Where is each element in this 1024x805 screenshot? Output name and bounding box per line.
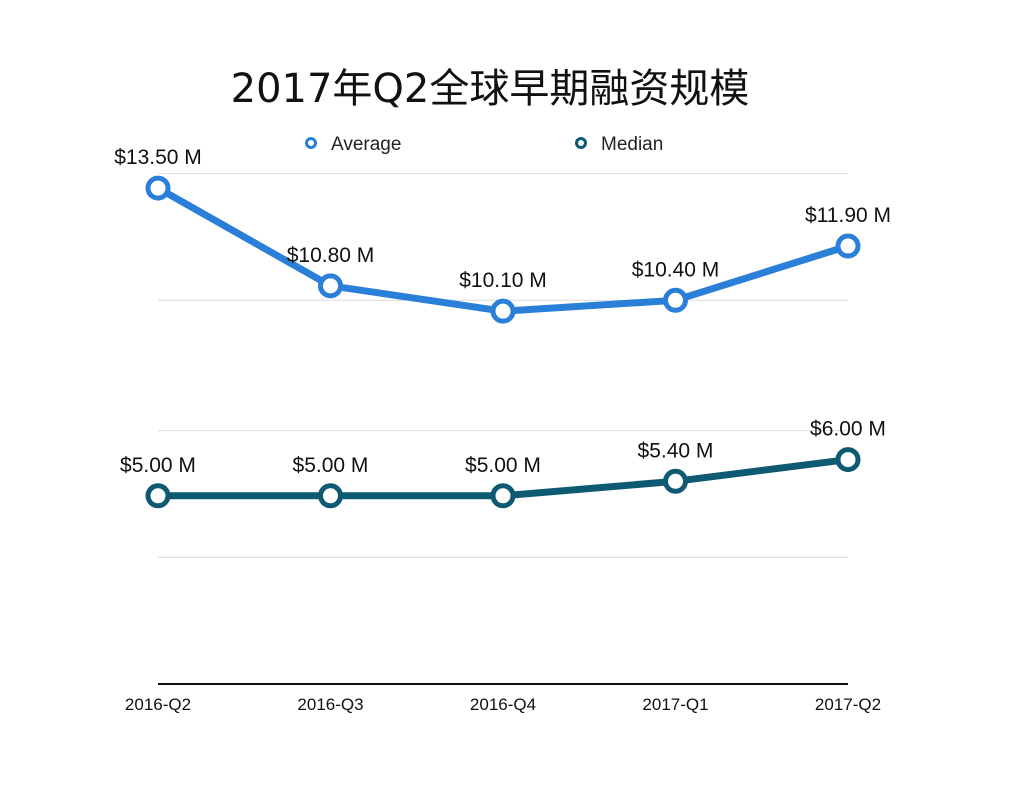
data-point-average xyxy=(490,298,516,324)
legend-marker-average-icon xyxy=(305,137,317,149)
legend-label-median: Median xyxy=(601,134,663,155)
x-tick-label: 2016-Q2 xyxy=(125,695,191,714)
x-tick-label: 2017-Q2 xyxy=(815,695,881,714)
x-tick-label: 2017-Q1 xyxy=(642,695,708,714)
data-label-average: $10.80 M xyxy=(287,244,375,267)
data-label-median: $5.40 M xyxy=(638,439,714,462)
data-label-median: $5.00 M xyxy=(465,454,541,477)
x-tick-label: 2016-Q4 xyxy=(470,695,536,714)
data-point-median xyxy=(145,483,171,509)
data-label-average: $13.50 M xyxy=(114,146,202,169)
data-point-average xyxy=(663,287,688,313)
data-point-average xyxy=(145,175,171,201)
series-line-average xyxy=(154,184,852,315)
chart-title: 2017年Q2全球早期融资规模 xyxy=(231,66,750,112)
data-label-average: $11.90 M xyxy=(805,204,891,227)
data-label-average: $10.10 M xyxy=(459,269,547,292)
data-label-median: $6.00 M xyxy=(810,418,886,441)
legend: Average Median xyxy=(305,134,663,155)
data-point-average xyxy=(835,233,861,259)
data-label-average: $10.40 M xyxy=(632,258,720,281)
series-group: $13.50 M $10.80 M $10.10 M $10.40 M $11.90 M… xyxy=(114,146,891,509)
legend-marker-median-icon xyxy=(575,137,587,149)
data-point-median xyxy=(490,483,516,509)
data-point-median xyxy=(318,483,343,509)
x-axis-ticks: 2016-Q2 2016-Q3 2016-Q4 2017-Q1 2017-Q2 xyxy=(125,695,881,714)
legend-label-average: Average xyxy=(331,134,401,155)
data-label-median: $5.00 M xyxy=(120,454,196,477)
data-point-median xyxy=(663,468,688,494)
x-tick-label: 2016-Q3 xyxy=(297,695,363,714)
data-point-median xyxy=(835,447,861,473)
data-label-median: $5.00 M xyxy=(293,454,369,477)
data-point-average xyxy=(318,273,343,299)
